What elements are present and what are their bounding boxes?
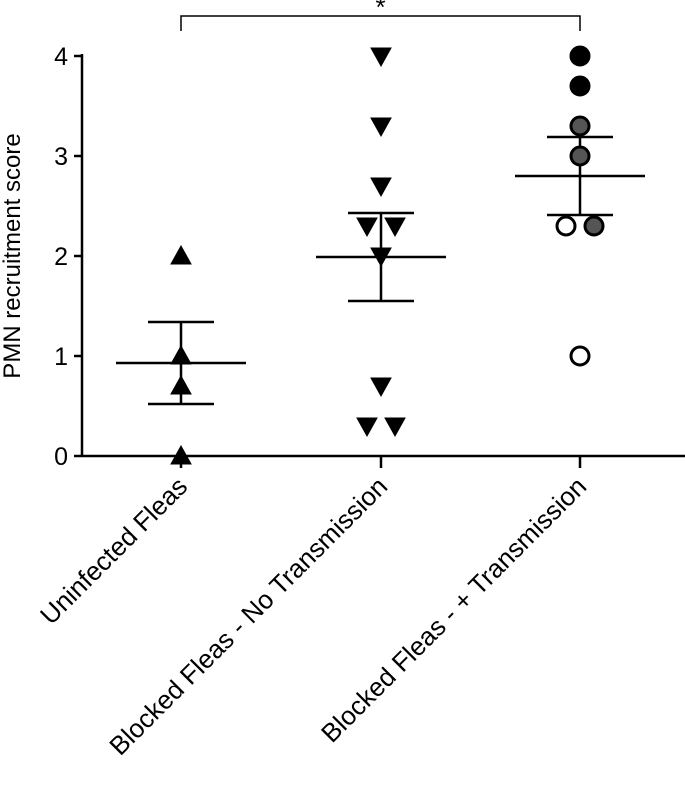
y-tick-label: 2: [54, 243, 68, 271]
data-point-circle: [569, 75, 591, 97]
data-point-triangle-down: [370, 117, 392, 138]
data-point-triangle-up: [170, 344, 192, 365]
x-category-label: Uninfected Fleas: [34, 471, 193, 630]
data-point-triangle-down: [384, 217, 406, 238]
data-point-triangle-up: [170, 444, 192, 465]
data-point-circle: [569, 345, 591, 367]
data-point-circle: [569, 45, 591, 67]
data-point-circle: [569, 115, 591, 137]
data-point-circle: [555, 215, 577, 237]
y-tick-label: 4: [54, 43, 68, 71]
significance-bracket: [180, 15, 581, 31]
data-point-circle: [583, 215, 605, 237]
data-point-triangle-down: [370, 47, 392, 68]
data-point-triangle-down: [370, 177, 392, 198]
y-tick-label: 3: [54, 143, 68, 171]
y-tick-label: 1: [54, 343, 68, 371]
data-point-triangle-down: [370, 247, 392, 268]
data-point-triangle-down: [356, 417, 378, 438]
data-point-triangle-down: [370, 377, 392, 398]
y-axis-title: PMN recruitment score: [0, 133, 26, 378]
data-point-triangle-up: [170, 374, 192, 395]
y-tick-label: 0: [54, 443, 68, 471]
data-point-triangle-up: [170, 244, 192, 265]
data-point-triangle-down: [384, 417, 406, 438]
data-point-triangle-down: [356, 217, 378, 238]
significance-label: *: [375, 0, 385, 22]
data-point-circle: [569, 145, 591, 167]
